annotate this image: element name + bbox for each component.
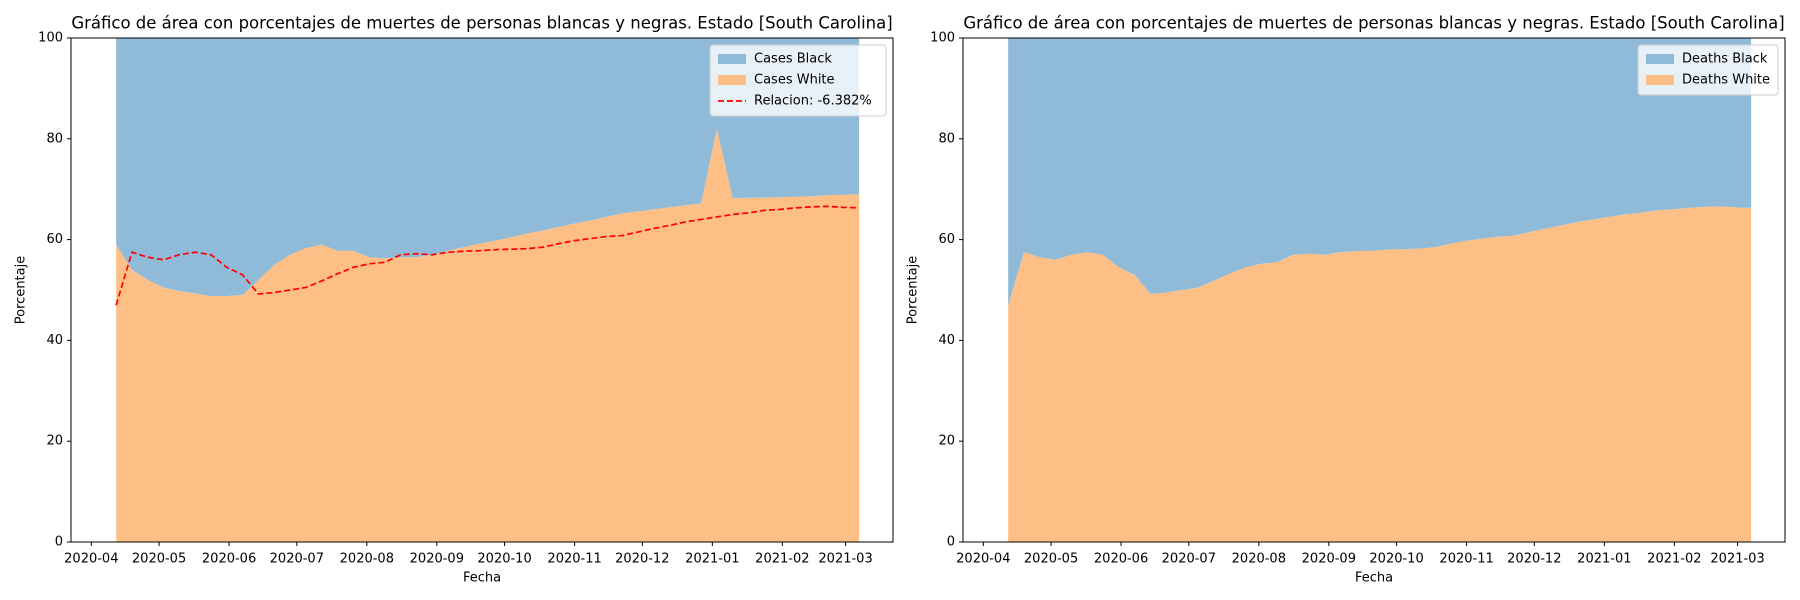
x-tick-label: 2021-03 [1710,552,1764,567]
x-tick-label: 2020-10 [477,552,531,567]
x-tick-label: 2020-09 [1302,552,1356,567]
chart-title: Gráfico de área con porcentajes de muert… [963,14,1784,33]
legend-label: Relacion: -6.382% [754,94,872,109]
chart-title: Gráfico de área con porcentajes de muert… [71,14,892,33]
y-axis-label: Porcentaje [906,256,921,324]
y-tick-label: 0 [947,535,955,550]
x-axis-label: Fecha [463,571,501,586]
x-tick-label: 2021-02 [755,552,809,567]
legend-swatch [1646,75,1674,85]
x-tick-label: 2020-11 [547,552,601,567]
x-tick-label: 2020-08 [1232,552,1286,567]
axes-frame [962,37,1786,543]
y-tick-label: 20 [938,434,955,449]
y-tick-label: 40 [46,333,63,348]
legend-swatch [718,54,746,64]
area [116,128,860,542]
x-tick-label: 2021-01 [685,552,739,567]
legend-swatch [718,75,746,85]
x-tick-label: 2020-07 [1162,552,1216,567]
x-tick-label: 2021-01 [1577,552,1631,567]
x-tick-label: 2020-12 [1507,552,1561,567]
y-tick-label: 100 [930,31,955,46]
y-tick-label: 80 [46,131,63,146]
y-tick-label: 80 [938,131,955,146]
x-tick-label: 2020-07 [270,552,324,567]
legend-label: Deaths White [1682,73,1770,88]
x-tick-label: 2020-06 [1094,552,1148,567]
legend-label: Cases White [754,73,835,88]
area [1008,38,1752,306]
x-tick-label: 2020-04 [956,552,1010,567]
y-tick-label: 0 [55,535,63,550]
legend-label: Deaths Black [1682,52,1768,67]
x-tick-label: 2021-03 [818,552,872,567]
x-tick-label: 2020-09 [410,552,464,567]
subplot: Gráfico de área con porcentajes de muert… [14,14,894,586]
x-tick-label: 2021-02 [1647,552,1701,567]
x-tick-label: 2020-12 [615,552,669,567]
legend-label: Cases Black [754,52,832,67]
x-tick-label: 2020-05 [132,552,186,567]
y-axis-label: Porcentaje [14,256,29,324]
y-tick-label: 100 [38,31,63,46]
legend-box [709,44,887,117]
y-tick-label: 60 [46,232,63,247]
subplot: Gráfico de área con porcentajes de muert… [906,14,1786,586]
y-tick-label: 20 [46,434,63,449]
y-tick-label: 60 [938,232,955,247]
y-tick-label: 40 [938,333,955,348]
x-tick-label: 2020-06 [202,552,256,567]
x-tick-label: 2020-10 [1369,552,1423,567]
area [116,38,860,297]
x-tick-label: 2020-04 [64,552,118,567]
x-tick-label: 2020-05 [1024,552,1078,567]
line [115,205,860,306]
x-tick-label: 2020-08 [340,552,394,567]
x-axis-label: Fecha [1355,571,1393,586]
legend-swatch [1646,54,1674,64]
area [1008,206,1752,542]
axes-frame [70,37,894,543]
x-tick-label: 2020-11 [1439,552,1493,567]
